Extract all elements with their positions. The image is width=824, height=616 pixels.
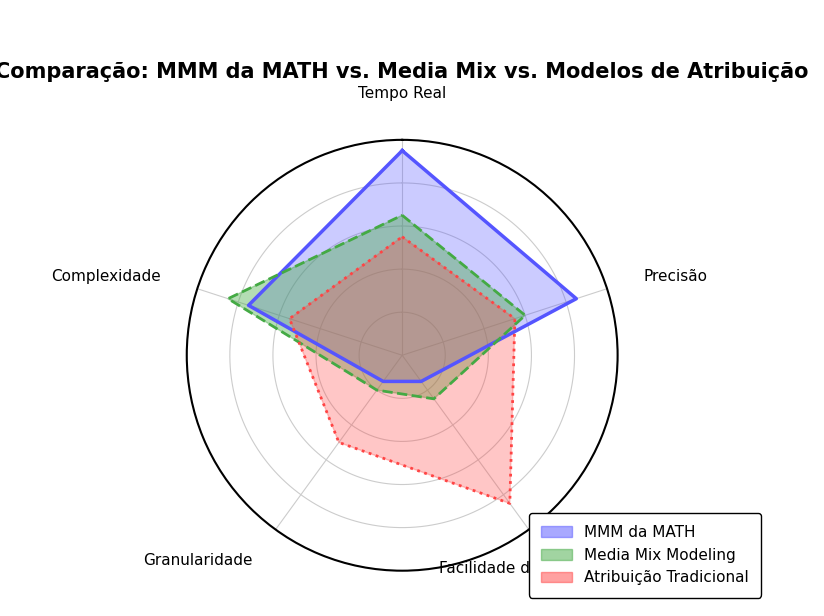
Title: Comparação: MMM da MATH vs. Media Mix vs. Modelos de Atribuição: Comparação: MMM da MATH vs. Media Mix vs… bbox=[0, 62, 809, 81]
Text: Granularidade: Granularidade bbox=[143, 553, 253, 569]
Polygon shape bbox=[289, 237, 515, 503]
Polygon shape bbox=[249, 151, 576, 381]
Polygon shape bbox=[228, 215, 525, 399]
Legend: MMM da MATH, Media Mix Modeling, Atribuição Tradicional: MMM da MATH, Media Mix Modeling, Atribui… bbox=[529, 513, 761, 598]
Text: Facilidade de Implementação: Facilidade de Implementação bbox=[439, 561, 664, 576]
Text: Tempo Real: Tempo Real bbox=[358, 86, 447, 101]
Text: Precisão: Precisão bbox=[644, 269, 708, 284]
Text: Complexidade: Complexidade bbox=[50, 269, 161, 284]
